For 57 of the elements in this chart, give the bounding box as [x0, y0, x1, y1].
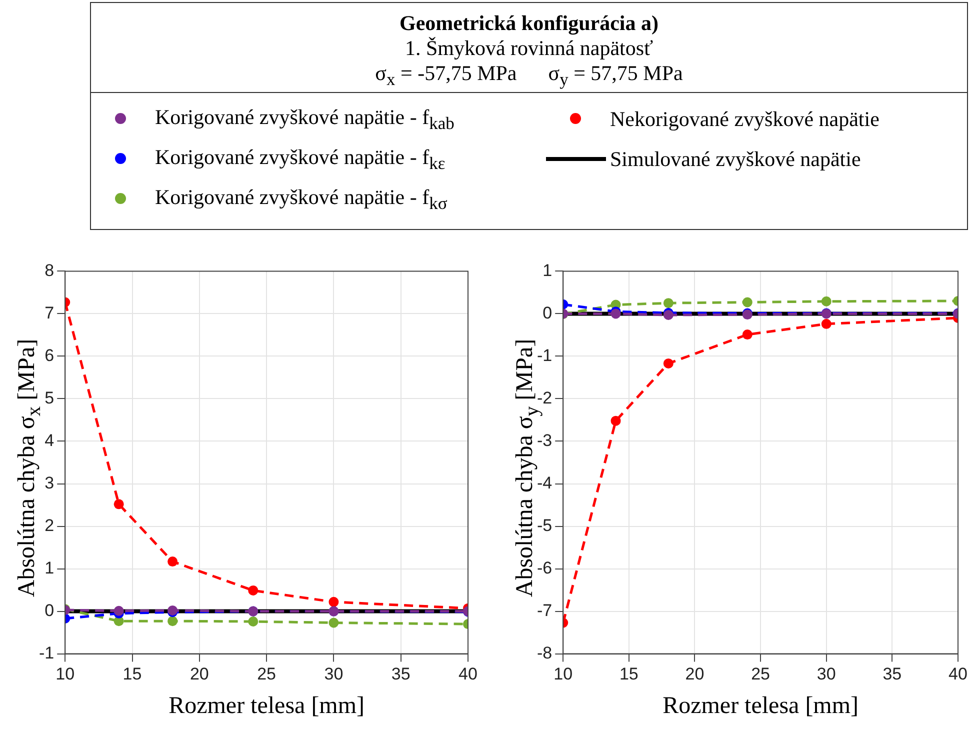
y-tick-label: 8 — [44, 260, 54, 280]
point — [663, 298, 674, 308]
point — [821, 318, 832, 329]
point — [168, 556, 178, 567]
y-tick-label: 2 — [44, 516, 54, 535]
point — [610, 416, 621, 426]
y-tick-label: -6 — [536, 558, 552, 578]
point — [328, 596, 339, 607]
point — [742, 297, 752, 308]
y-tick-label: 7 — [44, 303, 54, 322]
y-tick-label: -2 — [536, 388, 552, 408]
legend-label: Simulované zvyškové napätie — [610, 146, 861, 172]
y-tick-label: -3 — [536, 430, 552, 450]
x-tick-label: 30 — [816, 664, 836, 684]
point — [821, 296, 832, 306]
y-tick-label: -1 — [38, 643, 54, 662]
x-tick-label: 35 — [391, 664, 410, 684]
point — [663, 358, 674, 368]
x-tick-label: 15 — [122, 664, 142, 684]
x-axis-title: Rozmer telesa [mm] — [662, 692, 859, 719]
y-tick-label: 0 — [542, 303, 552, 322]
x-tick-label: 10 — [56, 664, 75, 684]
x-tick-label: 40 — [458, 664, 478, 684]
y-tick-label: 0 — [44, 600, 54, 620]
x-tick-label: 20 — [190, 664, 209, 684]
x-tick-label: 35 — [882, 664, 902, 684]
y-tick-label: -8 — [536, 643, 552, 662]
y-tick-label: -1 — [536, 346, 552, 365]
y-tick-label: -7 — [536, 600, 552, 620]
x-tick-label: 40 — [948, 664, 968, 684]
x-tick-label: 25 — [257, 664, 276, 684]
legend-label: Korigované zvyškové napätie - f$_{kε}$ — [155, 144, 446, 174]
y-tick-label: 1 — [542, 260, 552, 280]
x-axis-title: Rozmer telesa [mm] — [168, 692, 365, 719]
point — [248, 616, 258, 626]
point — [168, 616, 178, 626]
x-tick-label: 15 — [619, 664, 638, 684]
y-tick-label: 1 — [44, 558, 54, 578]
text: Geometrická konfigurácia a) — [398, 11, 660, 36]
x-tick-label: 10 — [554, 664, 573, 684]
point — [742, 330, 752, 340]
y-tick-label: 6 — [44, 346, 54, 365]
y-tick-label: 3 — [44, 473, 54, 492]
legend-label: Nekorigované zvyškové napätie — [610, 106, 880, 132]
text: 1. Šmyková rovinná napätosť — [404, 36, 654, 61]
text: σ$_{x}$ = -57,75 MPa σ$_{y}$ = 57,75 MPa — [374, 61, 684, 92]
x-tick-label: 25 — [751, 664, 770, 684]
point — [328, 618, 339, 628]
x-tick-label: 30 — [324, 664, 344, 684]
point — [248, 585, 258, 596]
y-tick-label: -4 — [536, 473, 552, 492]
legend-label: Korigované zvyškové napätie - f$_{kab}$ — [155, 104, 454, 134]
x-tick-label: 20 — [685, 664, 704, 684]
legend-label: Korigované zvyškové napätie - f$_{kσ}$ — [155, 184, 448, 214]
y-tick-label: -5 — [536, 516, 552, 535]
y-tick-label: 5 — [44, 388, 54, 408]
y-tick-label: 4 — [44, 430, 54, 450]
